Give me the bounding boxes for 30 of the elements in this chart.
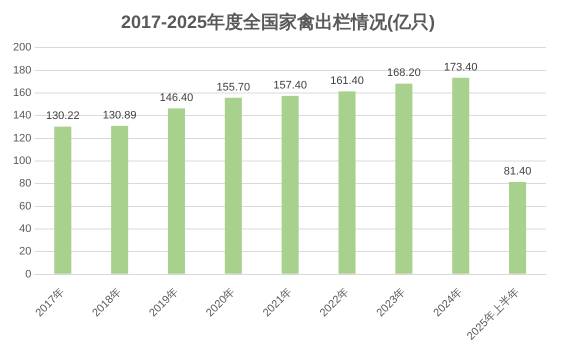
bar — [452, 78, 470, 274]
bar — [111, 126, 128, 274]
y-tick-label: 120 — [12, 132, 32, 144]
data-label: 157.40 — [273, 79, 308, 92]
data-label: 130.22 — [46, 110, 80, 122]
y-tick-label: 60 — [19, 200, 32, 212]
bar — [54, 126, 72, 274]
bar — [168, 108, 186, 274]
chart-title: 2017-2025年度全国家禽出栏情况(亿只) — [120, 12, 436, 32]
bar — [509, 182, 526, 274]
data-label: 81.40 — [504, 166, 532, 178]
y-tick-label: 100 — [12, 154, 32, 167]
bar — [395, 84, 412, 274]
y-tick-label: 160 — [12, 86, 32, 99]
data-label: 130.89 — [102, 109, 136, 122]
y-tick-label: 40 — [19, 222, 32, 235]
data-label: 168.20 — [387, 67, 421, 80]
bar — [338, 91, 356, 274]
bar — [282, 96, 299, 274]
y-tick-label: 80 — [19, 178, 32, 190]
data-label: 155.70 — [216, 81, 250, 94]
data-label: 146.40 — [160, 92, 194, 104]
y-tick-label: 200 — [12, 42, 32, 54]
y-tick-label: 140 — [12, 110, 32, 122]
y-tick-label: 0 — [25, 268, 32, 280]
y-tick-label: 180 — [12, 64, 32, 76]
bar — [224, 98, 242, 274]
data-label: 173.40 — [444, 61, 478, 74]
y-tick-label: 20 — [19, 246, 32, 258]
data-label: 161.40 — [330, 74, 364, 87]
